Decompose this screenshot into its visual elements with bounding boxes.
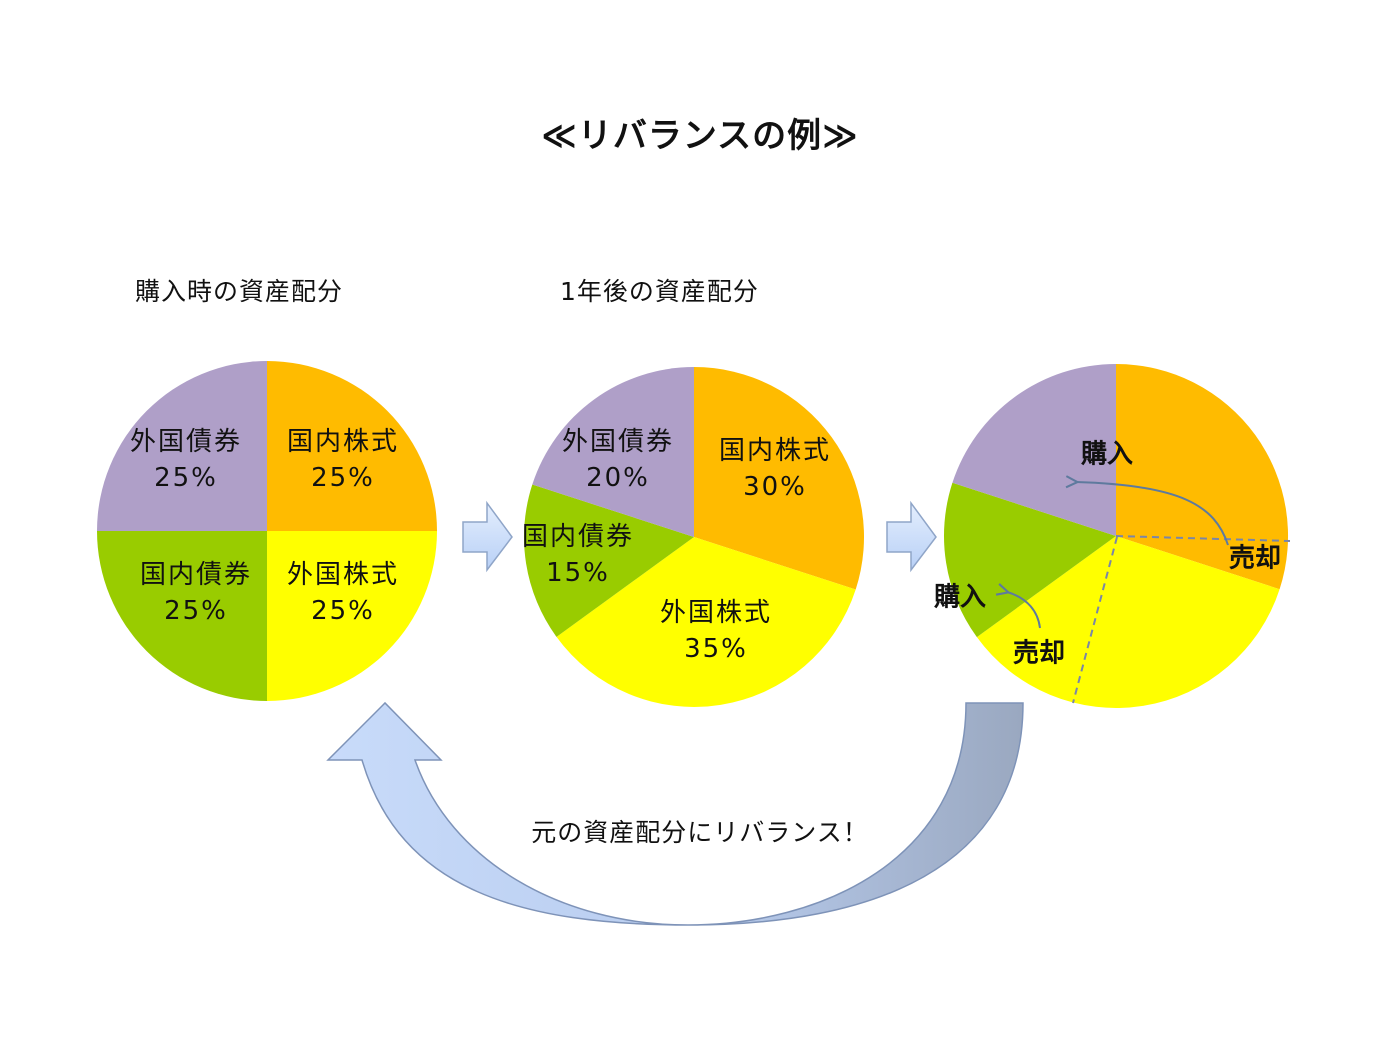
slice-foreign-stock — [556, 537, 856, 707]
sell-to-buy-arrow — [1076, 482, 1229, 546]
slice-foreign-stock — [267, 531, 437, 701]
slice-label: 国内株式 — [286, 427, 400, 457]
page-title: ≪リバランスの例≫ — [541, 116, 859, 156]
slice-value: 30% — [743, 472, 807, 502]
slice-label: 国内株式 — [718, 436, 832, 466]
slice-domestic-stock — [267, 361, 437, 531]
initial-allocation-heading: 購入時の資産配分 — [135, 277, 344, 306]
pie-year1-label-foreign-bond: 外国債券 20% — [562, 424, 674, 496]
slice-value: 25% — [154, 463, 218, 493]
slice-domestic-stock — [694, 367, 865, 590]
slice-label: 外国債券 — [561, 427, 675, 457]
slice-foreign-bond — [952, 364, 1116, 536]
slice-foreign-bond — [532, 367, 694, 537]
pie-rebalance — [943, 364, 1291, 708]
slice-domestic-stock — [1116, 364, 1289, 590]
sell-label-domestic-stock: 売却 — [1228, 543, 1282, 574]
pie-initial-label-foreign-stock: 外国株式 25% — [287, 557, 399, 629]
pie-after-one-year — [524, 367, 865, 707]
pie-initial-label-domestic-bond: 国内債券 25% — [140, 557, 252, 629]
slice-label: 国内債券 — [521, 522, 635, 552]
slice-label: 外国株式 — [659, 598, 773, 628]
slice-value: 15% — [546, 558, 610, 588]
buy-label-foreign-bond: 購入 — [1080, 439, 1134, 470]
slice-label: 国内債券 — [139, 560, 253, 590]
right-arrow-icon — [886, 500, 937, 573]
pie-year1-label-domestic-bond: 国内債券 15% — [522, 519, 634, 591]
slice-value: 20% — [586, 463, 650, 493]
sell-to-buy-arrow — [1007, 592, 1041, 629]
slice-value: 25% — [311, 463, 375, 493]
slice-foreign-stock — [976, 536, 1280, 708]
target-boundary-line — [1072, 536, 1118, 704]
slice-label: 外国債券 — [129, 427, 243, 457]
rebalance-return-arrow-icon — [326, 701, 1024, 926]
slice-value: 35% — [684, 634, 748, 664]
sell-label-foreign-stock: 売却 — [1012, 638, 1066, 669]
buy-label-domestic-bond: 購入 — [933, 582, 987, 613]
pie-year1-label-foreign-stock: 外国株式 35% — [660, 595, 772, 667]
slice-foreign-bond — [97, 361, 267, 531]
right-arrow-icon — [462, 500, 513, 573]
pie-year1-label-domestic-stock: 国内株式 30% — [719, 433, 831, 505]
target-boundary-line — [1115, 535, 1291, 542]
slice-domestic-bond — [97, 531, 267, 701]
slice-value: 25% — [164, 596, 228, 626]
slice-label: 外国株式 — [286, 560, 400, 590]
pie-initial-label-domestic-stock: 国内株式 25% — [287, 424, 399, 496]
pie-initial — [97, 361, 437, 701]
pie-initial-label-foreign-bond: 外国債券 25% — [130, 424, 242, 496]
slice-domestic-bond — [524, 484, 694, 637]
rebalance-caption: 元の資産配分にリバランス！ — [531, 818, 869, 847]
slice-value: 25% — [311, 596, 375, 626]
after-one-year-heading: 1年後の資産配分 — [560, 277, 759, 306]
slice-domestic-bond — [943, 482, 1116, 638]
